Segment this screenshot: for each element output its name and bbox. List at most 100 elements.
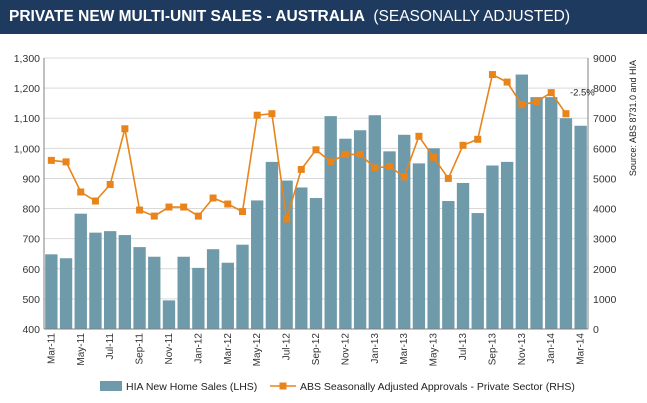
line-point: [474, 135, 482, 143]
bar: [236, 244, 249, 329]
bar-series: [45, 74, 587, 329]
bar: [74, 213, 87, 329]
x-tick-label: Jan-13: [370, 333, 381, 364]
bar: [412, 163, 426, 329]
source-note: Source: ABS 8731.0 and HIA: [628, 60, 638, 176]
bar: [353, 130, 367, 329]
line-point: [400, 173, 408, 181]
x-tick-label: May-13: [429, 333, 440, 367]
line-point: [562, 110, 570, 118]
line-point: [91, 197, 99, 205]
y-left-tick-label: 1,300: [14, 53, 40, 65]
line-point: [224, 200, 232, 208]
y-right-tick-label: 2000: [593, 264, 617, 276]
y-left-tick-label: 1,200: [14, 83, 40, 95]
x-tick-label: Mar-14: [576, 333, 587, 365]
x-tick-label: Sep-11: [135, 333, 146, 365]
bar: [103, 231, 117, 329]
bar: [221, 262, 234, 329]
annotation-label: -2.5%: [570, 88, 595, 99]
y-left-tick-label: 900: [22, 173, 40, 185]
bar: [177, 256, 190, 329]
line-point: [312, 146, 320, 154]
legend: HIA New Home Sales (LHS) ABS Seasonally …: [100, 381, 575, 393]
line-point: [503, 78, 511, 86]
line-point: [283, 215, 291, 223]
x-tick-label: Mar-11: [46, 333, 57, 364]
bar: [206, 249, 220, 329]
x-tick-label: Nov-11: [164, 333, 175, 365]
x-tick-label: Jan-14: [546, 333, 557, 364]
bar: [295, 187, 308, 329]
bar: [324, 116, 337, 329]
chart-canvas: 400 500 600 700 800 900 1,000 1,100 1,200 1,300 0 1…: [14, 53, 638, 393]
x-tick-label: Nov-13: [517, 333, 528, 366]
axes: 400 500 600 700 800 900 1,000 1,100 1,200 1,300 0 1…: [14, 53, 617, 366]
bar: [251, 200, 264, 329]
y-right-tick-label: 3000: [593, 234, 617, 246]
line-point: [209, 194, 217, 202]
bar: [148, 256, 161, 329]
line-point: [356, 150, 364, 158]
bar: [530, 97, 543, 329]
line-point: [547, 89, 555, 97]
y-left-tick-label: 700: [22, 234, 40, 246]
line-point: [136, 206, 144, 214]
bar: [45, 254, 58, 329]
legend-label-bar: HIA New Home Sales (LHS): [126, 381, 257, 393]
line-point: [415, 132, 423, 140]
x-tick-label: Jul-12: [282, 333, 293, 361]
line-point: [518, 101, 526, 109]
line-point: [238, 208, 246, 216]
legend-swatch-marker: [279, 382, 287, 390]
legend-swatch-bar: [100, 381, 122, 391]
bar: [339, 138, 352, 329]
x-tick-label: May-11: [76, 333, 87, 366]
line-point: [253, 111, 261, 119]
x-tick-label: Mar-13: [399, 333, 410, 365]
bar: [471, 213, 484, 329]
line-point: [47, 156, 55, 164]
y-right-tick-label: 9000: [593, 53, 617, 65]
bar: [574, 125, 587, 329]
y-left-tick-label: 1,100: [14, 113, 40, 125]
x-tick-label: Jul-13: [458, 333, 469, 361]
bar: [309, 198, 323, 329]
bar: [500, 161, 514, 329]
y-left-tick-label: 800: [22, 204, 40, 216]
y-right-tick-label: 7000: [593, 113, 617, 125]
line-point: [194, 212, 202, 220]
y-right-tick-label: 1000: [593, 294, 617, 306]
bar: [486, 165, 499, 329]
bar: [89, 232, 102, 329]
bar: [368, 115, 381, 329]
bar: [456, 182, 470, 329]
line-point: [180, 203, 188, 211]
line-point: [341, 150, 349, 158]
y-left-tick-label: 500: [22, 294, 40, 306]
bar: [192, 267, 205, 329]
bar: [427, 148, 440, 329]
x-tick-label: Jan-12: [193, 333, 204, 364]
line-point: [150, 212, 158, 220]
line-point: [430, 153, 438, 161]
line-point: [386, 162, 394, 170]
bar: [398, 134, 411, 329]
series-line: [51, 73, 567, 220]
chart-subtitle: (SEASONALLY ADJUSTED): [373, 8, 571, 25]
x-tick-label: Sep-13: [487, 333, 498, 366]
y-right-tick-label: 4000: [593, 204, 617, 216]
line-point: [297, 165, 305, 173]
bar: [383, 151, 396, 329]
y-left-tick-label: 400: [22, 324, 40, 336]
line-point: [106, 180, 114, 188]
bar: [545, 97, 558, 329]
x-tick-label: Mar-12: [223, 333, 234, 365]
bar: [59, 258, 73, 329]
y-right-tick-label: 8000: [593, 83, 617, 95]
y-left-tick-label: 600: [22, 264, 40, 276]
y-right-tick-label: 5000: [593, 173, 617, 185]
bar: [515, 74, 529, 329]
bar: [162, 300, 176, 329]
line-point: [62, 158, 70, 166]
